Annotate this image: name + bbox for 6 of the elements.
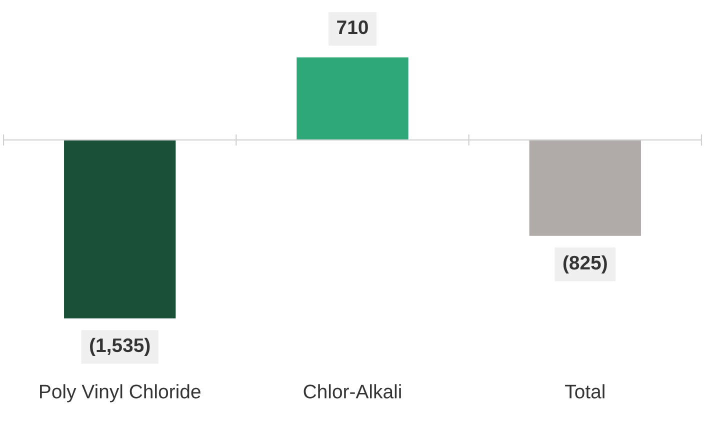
data-label: 710 [337, 20, 368, 34]
x-tick-label: Total [565, 384, 604, 398]
x-tick-label: Poly Vinyl Chloride [40, 384, 200, 402]
x-tick-label: Chlor-Alkali [304, 384, 401, 398]
data-label: (1,535) [90, 338, 150, 356]
data-label: (825) [563, 255, 607, 274]
